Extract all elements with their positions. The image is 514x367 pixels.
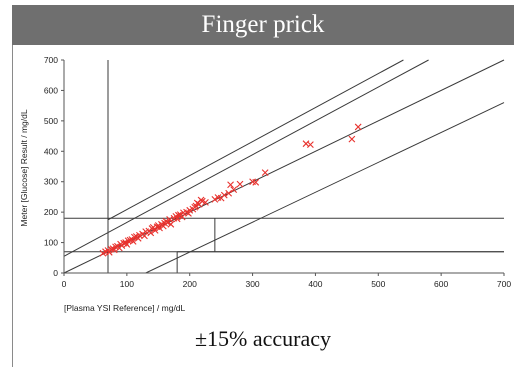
reference-line-2 (63, 59, 429, 257)
data-point-30 (151, 227, 159, 234)
y-tick-label-600: 600 (44, 85, 58, 95)
y-tick-label-700: 700 (44, 55, 58, 65)
data-point-38 (164, 219, 172, 226)
data-point-58 (202, 199, 209, 206)
page-title: Finger prick (12, 5, 514, 45)
x-tick-label-700: 700 (497, 279, 511, 289)
x-tick-label-100: 100 (120, 279, 134, 289)
x-tick-label-200: 200 (183, 279, 197, 289)
y-tick-label-300: 300 (44, 177, 58, 187)
y-tick-label-400: 400 (44, 146, 58, 156)
data-point-72 (348, 135, 356, 143)
data-point-64 (227, 181, 234, 189)
data-point-65 (230, 186, 238, 194)
data-point-7 (112, 243, 119, 251)
data-points (99, 123, 362, 257)
data-point-27 (147, 229, 155, 237)
data-point-39 (166, 216, 173, 223)
data-point-66 (236, 180, 244, 188)
x-tick-label-0: 0 (62, 279, 67, 289)
data-point-63 (225, 189, 233, 197)
data-point-43 (173, 215, 181, 223)
data-point-62 (220, 191, 228, 199)
data-point-19 (131, 233, 138, 241)
data-point-18 (129, 237, 137, 245)
left-border (12, 45, 13, 367)
y-ticks: 0 100 200 300 400 500 600 700 (44, 55, 64, 278)
x-tick-label-400: 400 (308, 279, 322, 289)
y-tick-label-100: 100 (44, 238, 58, 248)
data-point-68 (252, 178, 260, 186)
x-tick-label-300: 300 (245, 279, 259, 289)
data-point-71 (307, 141, 314, 148)
data-point-73 (354, 123, 362, 131)
accuracy-caption: ±15% accuracy (194, 326, 332, 351)
y-tick-label-500: 500 (44, 116, 58, 126)
x-ticks: 0 100 200 300 400 500 600 700 (62, 273, 511, 289)
y-tick-label-200: 200 (44, 207, 58, 217)
x-tick-label-500: 500 (371, 279, 385, 289)
reference-line-3 (145, 102, 505, 274)
data-point-40 (167, 220, 175, 228)
x-axis-title: [Plasma YSI Reference] / mg/dL (64, 303, 186, 313)
x-tick-label-600: 600 (434, 279, 448, 289)
data-point-44 (175, 211, 182, 219)
reference-line-1 (107, 59, 404, 221)
y-axis-title: Meter [Glucose] Result / mg/dL (19, 109, 29, 226)
data-point-69 (261, 169, 269, 176)
axes (63, 60, 504, 274)
y-tick-label-0: 0 (53, 268, 58, 278)
data-point-59 (211, 195, 219, 203)
